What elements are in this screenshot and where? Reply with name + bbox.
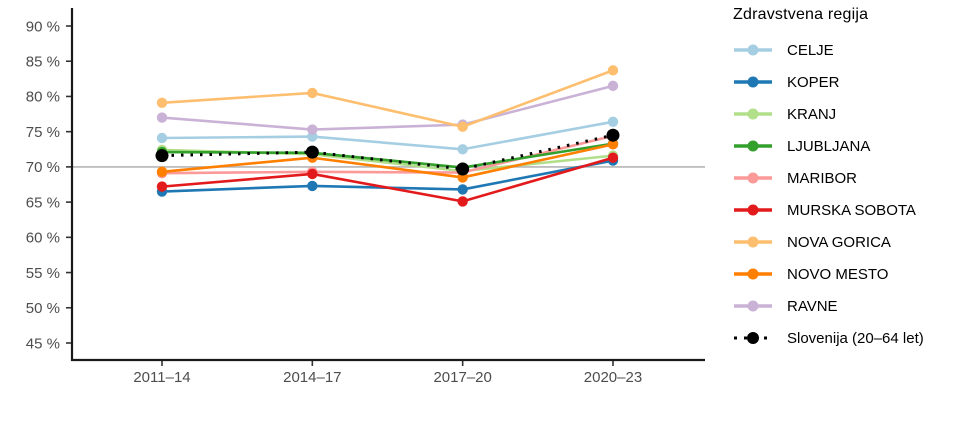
- data-point: [607, 65, 619, 76]
- legend-key-icon: [734, 108, 772, 120]
- data-point: [307, 87, 318, 99]
- data-point: [457, 121, 468, 132]
- legend-item-label: NOVA GORICA: [787, 233, 891, 251]
- legend-item-label: LJUBLJANA: [787, 137, 871, 155]
- legend-key-icon: [734, 76, 772, 88]
- legend-key-icon: [734, 236, 772, 248]
- series-nova-gorica: [156, 65, 619, 132]
- series-line: [161, 142, 614, 169]
- y-tick-label: 85 %: [26, 53, 60, 70]
- legend-item: KOPER: [733, 66, 958, 98]
- legend-item-label: CELJE: [787, 41, 834, 59]
- y-tick-label: 70 %: [26, 159, 60, 176]
- data-point: [607, 152, 619, 163]
- legend-item: NOVA GORICA: [733, 226, 958, 258]
- legend-key-icon: [734, 172, 772, 184]
- y-tick-label: 60 %: [26, 230, 60, 247]
- x-tick-label: 2017–20: [433, 369, 491, 386]
- legend-item-label: MURSKA SOBOTA: [787, 201, 916, 219]
- legend-item: MURSKA SOBOTA: [733, 194, 958, 226]
- data-point: [307, 180, 318, 192]
- series-line: [161, 120, 614, 151]
- legend-item-label: KOPER: [787, 73, 840, 91]
- legend-item-label: MARIBOR: [787, 169, 858, 187]
- legend: Zdravstvena regija CELJE KOPER KRANJ LJUBLJ…: [733, 4, 958, 354]
- series-line: [161, 69, 614, 129]
- data-point: [156, 112, 168, 123]
- legend-item-label: NOVO MESTO: [787, 265, 889, 283]
- data-point: [155, 149, 169, 163]
- legend-items: CELJE KOPER KRANJ LJUBLJANA MARIBOR MURSKA SO…: [733, 34, 958, 354]
- data-point: [156, 97, 168, 108]
- data-point: [607, 116, 619, 128]
- legend-item-label: KRANJ: [787, 105, 837, 123]
- legend-item: MARIBOR: [733, 162, 958, 194]
- data-point: [156, 132, 168, 144]
- series-line: [161, 134, 614, 175]
- legend-key-icon: [734, 268, 772, 280]
- legend-key-icon: [734, 44, 772, 56]
- y-tick-label: 80 %: [26, 89, 60, 106]
- y-tick-label: 90 %: [26, 18, 60, 35]
- data-point: [457, 144, 468, 155]
- series-line: [161, 84, 614, 131]
- data-point: [457, 184, 468, 195]
- data-point: [606, 128, 620, 142]
- y-tick-label: 50 %: [26, 300, 60, 317]
- data-point: [307, 124, 318, 135]
- data-point: [156, 166, 168, 178]
- y-tick-label: 65 %: [26, 194, 60, 211]
- series-ravne: [156, 80, 619, 135]
- legend-item: Slovenija (20–64 let): [733, 322, 958, 354]
- y-tick-label: 55 %: [26, 265, 60, 282]
- data-point: [607, 80, 619, 92]
- series-line: [161, 143, 614, 179]
- legend-item: KRANJ: [733, 98, 958, 130]
- x-tick-label: 2014–17: [283, 369, 341, 386]
- legend-key-icon: [734, 300, 772, 312]
- y-tick-label: 75 %: [26, 124, 60, 141]
- legend-title: Zdravstvena regija: [733, 6, 869, 23]
- x-tick-label: 2011–14: [133, 369, 190, 386]
- legend-item-label: Slovenija (20–64 let): [787, 329, 924, 347]
- data-point: [307, 168, 318, 180]
- series-murska-sobota: [156, 152, 619, 207]
- series-celje: [156, 116, 619, 155]
- legend-item: CELJE: [733, 34, 958, 66]
- series-line: [161, 156, 614, 203]
- legend-item: NOVO MESTO: [733, 258, 958, 290]
- data-point: [607, 139, 619, 150]
- data-point: [156, 181, 168, 192]
- y-tick-label: 45 %: [26, 335, 60, 352]
- legend-key-icon: [734, 332, 772, 344]
- data-point: [456, 162, 470, 176]
- data-point: [305, 145, 319, 159]
- legend-item: LJUBLJANA: [733, 130, 958, 162]
- legend-item: RAVNE: [733, 290, 958, 322]
- legend-key-icon: [734, 140, 772, 152]
- x-tick-label: 2020–23: [584, 369, 642, 386]
- legend-item-label: RAVNE: [787, 297, 838, 315]
- legend-key-icon: [734, 204, 772, 216]
- series-slovenija-20-64-let-: [155, 128, 620, 176]
- data-point: [457, 196, 468, 207]
